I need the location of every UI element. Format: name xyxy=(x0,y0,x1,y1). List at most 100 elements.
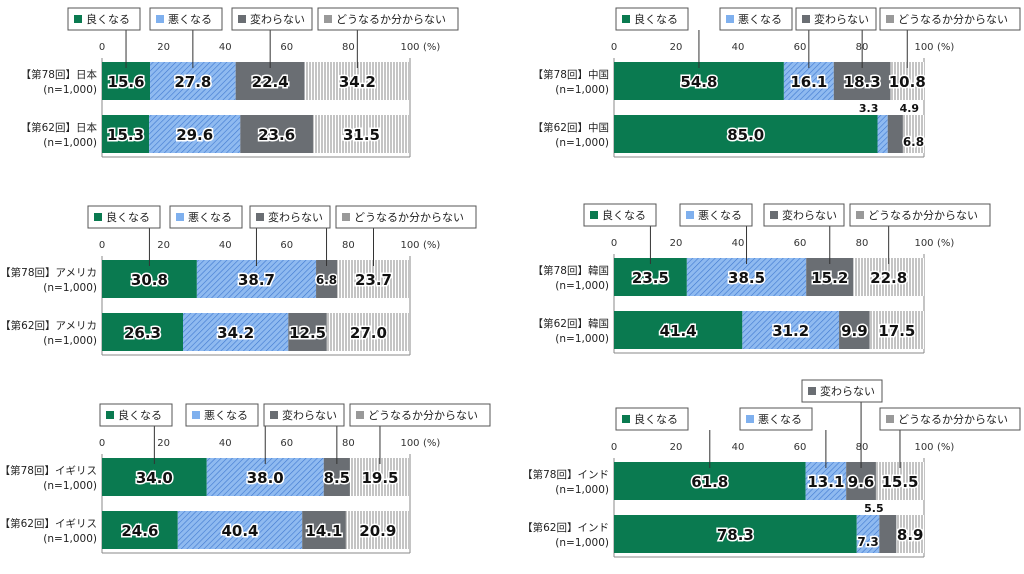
bar-segment-悪くなる xyxy=(150,62,236,100)
bar-segment-変わらない xyxy=(879,515,897,553)
bar-segment-どうなるか分からない xyxy=(853,258,924,296)
bar-segment-変わらない xyxy=(323,458,350,496)
data-label: 12.5 xyxy=(289,324,326,342)
legend-swatch xyxy=(856,211,864,219)
x-tick-label: 100 xyxy=(914,442,933,453)
bar-segment-良くなる xyxy=(102,260,197,298)
bar-segment-どうなるか分からない xyxy=(349,458,410,496)
legend-box xyxy=(583,203,657,227)
x-tick-label: 100 xyxy=(400,438,419,449)
data-label: 78.3 xyxy=(717,526,754,544)
x-axis-unit: (%) xyxy=(423,42,440,53)
bar-segment-変わらない xyxy=(235,62,305,100)
chart-panel-中国: 0 20 40 60 80 100 (%)【第78回】中国(n=1,000) 54.8 16.1… xyxy=(533,7,1021,158)
x-tick-label: 60 xyxy=(794,442,807,453)
data-label: 61.8 xyxy=(691,473,728,491)
chart-panel-韓国: 0 20 40 60 80 100 (%) 【第78回】韓国 (n=1,000) 23.5 38.5… xyxy=(533,203,991,354)
legend-swatch xyxy=(176,213,184,221)
bar-segment-変わらない xyxy=(288,313,327,351)
x-axis-unit: (%) xyxy=(937,442,954,453)
bar-segment-悪くなる xyxy=(206,458,324,496)
legend-label: 良くなる xyxy=(602,208,646,222)
legend-label: 変わらない xyxy=(268,210,323,224)
legend-label: 良くなる xyxy=(86,12,130,26)
data-label: 3.3 xyxy=(859,102,879,115)
data-label: 15.3 xyxy=(107,126,144,144)
row-sample-size: (n=1,000) xyxy=(555,333,609,345)
row-label: 【第62回】中国 xyxy=(533,121,609,134)
chart-panel-インド: 0 20 40 60 80 100 (%) 【第78回】インド (n=1,000) 61.8 13.… xyxy=(522,379,1021,558)
legend-swatch xyxy=(156,15,164,23)
legend-label: どうなるか分からない xyxy=(354,211,464,224)
legend-box xyxy=(317,7,459,31)
data-label: 15.5 xyxy=(881,473,918,491)
x-tick-label: 0 xyxy=(99,240,105,251)
legend-box xyxy=(739,407,813,431)
data-label: 5.5 xyxy=(864,502,884,515)
bar-segment-良くなる xyxy=(614,115,878,153)
bar-segment-良くなる xyxy=(614,258,687,296)
data-label: 10.8 xyxy=(889,73,926,91)
data-label: 14.1 xyxy=(305,522,342,540)
legend-box xyxy=(879,7,1021,31)
legend-box xyxy=(849,203,991,227)
bar-segment-悪くなる xyxy=(805,462,847,500)
x-tick-label: 80 xyxy=(856,442,869,453)
row-sample-size: (n=1,000) xyxy=(43,137,97,149)
legend-swatch xyxy=(256,213,264,221)
x-tick-label: 100 xyxy=(400,240,419,251)
row-label: 【第62回】日本 xyxy=(21,121,98,134)
legend-label: 変わらない xyxy=(820,384,875,398)
legend-swatch xyxy=(622,15,630,23)
data-label: 20.9 xyxy=(359,522,396,540)
bar-segment-どうなるか分からない xyxy=(896,515,924,553)
legend-label: 悪くなる xyxy=(738,13,782,26)
data-label: 9.9 xyxy=(841,322,868,340)
bar-segment-変わらない xyxy=(839,311,870,349)
bar-segment-悪くなる xyxy=(856,515,880,553)
legend-swatch xyxy=(802,15,810,23)
row-label: 【第78回】アメリカ xyxy=(0,266,97,279)
x-tick-label: 60 xyxy=(280,42,293,53)
row-label: 【第78回】日本 xyxy=(21,68,98,81)
x-tick-label: 0 xyxy=(611,442,617,453)
legend-swatch xyxy=(726,15,734,23)
legend-box xyxy=(349,403,491,427)
data-label: 30.8 xyxy=(131,271,168,289)
data-label: 34.0 xyxy=(136,469,173,487)
legend-label: 変わらない xyxy=(814,12,869,26)
data-label: 54.8 xyxy=(680,73,717,91)
x-tick-label: 40 xyxy=(732,42,745,53)
legend-label: 良くなる xyxy=(634,412,678,426)
x-tick-label: 60 xyxy=(794,42,807,53)
row-sample-size: (n=1,000) xyxy=(43,84,97,96)
legend-box xyxy=(169,205,243,229)
bar-segment-悪くなる xyxy=(183,313,289,351)
x-tick-label: 20 xyxy=(670,42,683,53)
x-tick-label: 60 xyxy=(280,438,293,449)
data-label: 23.6 xyxy=(258,126,295,144)
x-tick-label: 100 xyxy=(914,238,933,249)
row-label: 【第62回】アメリカ xyxy=(0,319,97,332)
legend-box xyxy=(801,379,883,403)
chart-panel-イギリス: 0 20 40 60 80 100 (%) 【第78回】イギリス (n=1,000) 34.0 38… xyxy=(0,403,491,554)
legend-label: どうなるか分からない xyxy=(368,409,478,422)
row-sample-size: (n=1,000) xyxy=(555,84,609,96)
x-tick-label: 20 xyxy=(157,438,170,449)
legend-swatch xyxy=(342,213,350,221)
x-tick-label: 40 xyxy=(732,442,745,453)
x-tick-label: 100 xyxy=(914,42,933,53)
legend-box xyxy=(719,7,793,31)
row-label: 【第78回】インド xyxy=(522,468,609,481)
legend-swatch xyxy=(356,411,364,419)
legend-label: 悪くなる xyxy=(204,409,248,422)
x-tick-label: 80 xyxy=(342,42,355,53)
bar-segment-変わらない xyxy=(240,115,313,153)
data-label: 38.5 xyxy=(728,269,765,287)
bar-segment-どうなるか分からない xyxy=(304,62,410,100)
legend-label: 良くなる xyxy=(106,210,150,224)
bar-segment-良くなる xyxy=(102,511,178,549)
legend-label: 悪くなる xyxy=(758,413,802,426)
legend-swatch xyxy=(770,211,778,219)
